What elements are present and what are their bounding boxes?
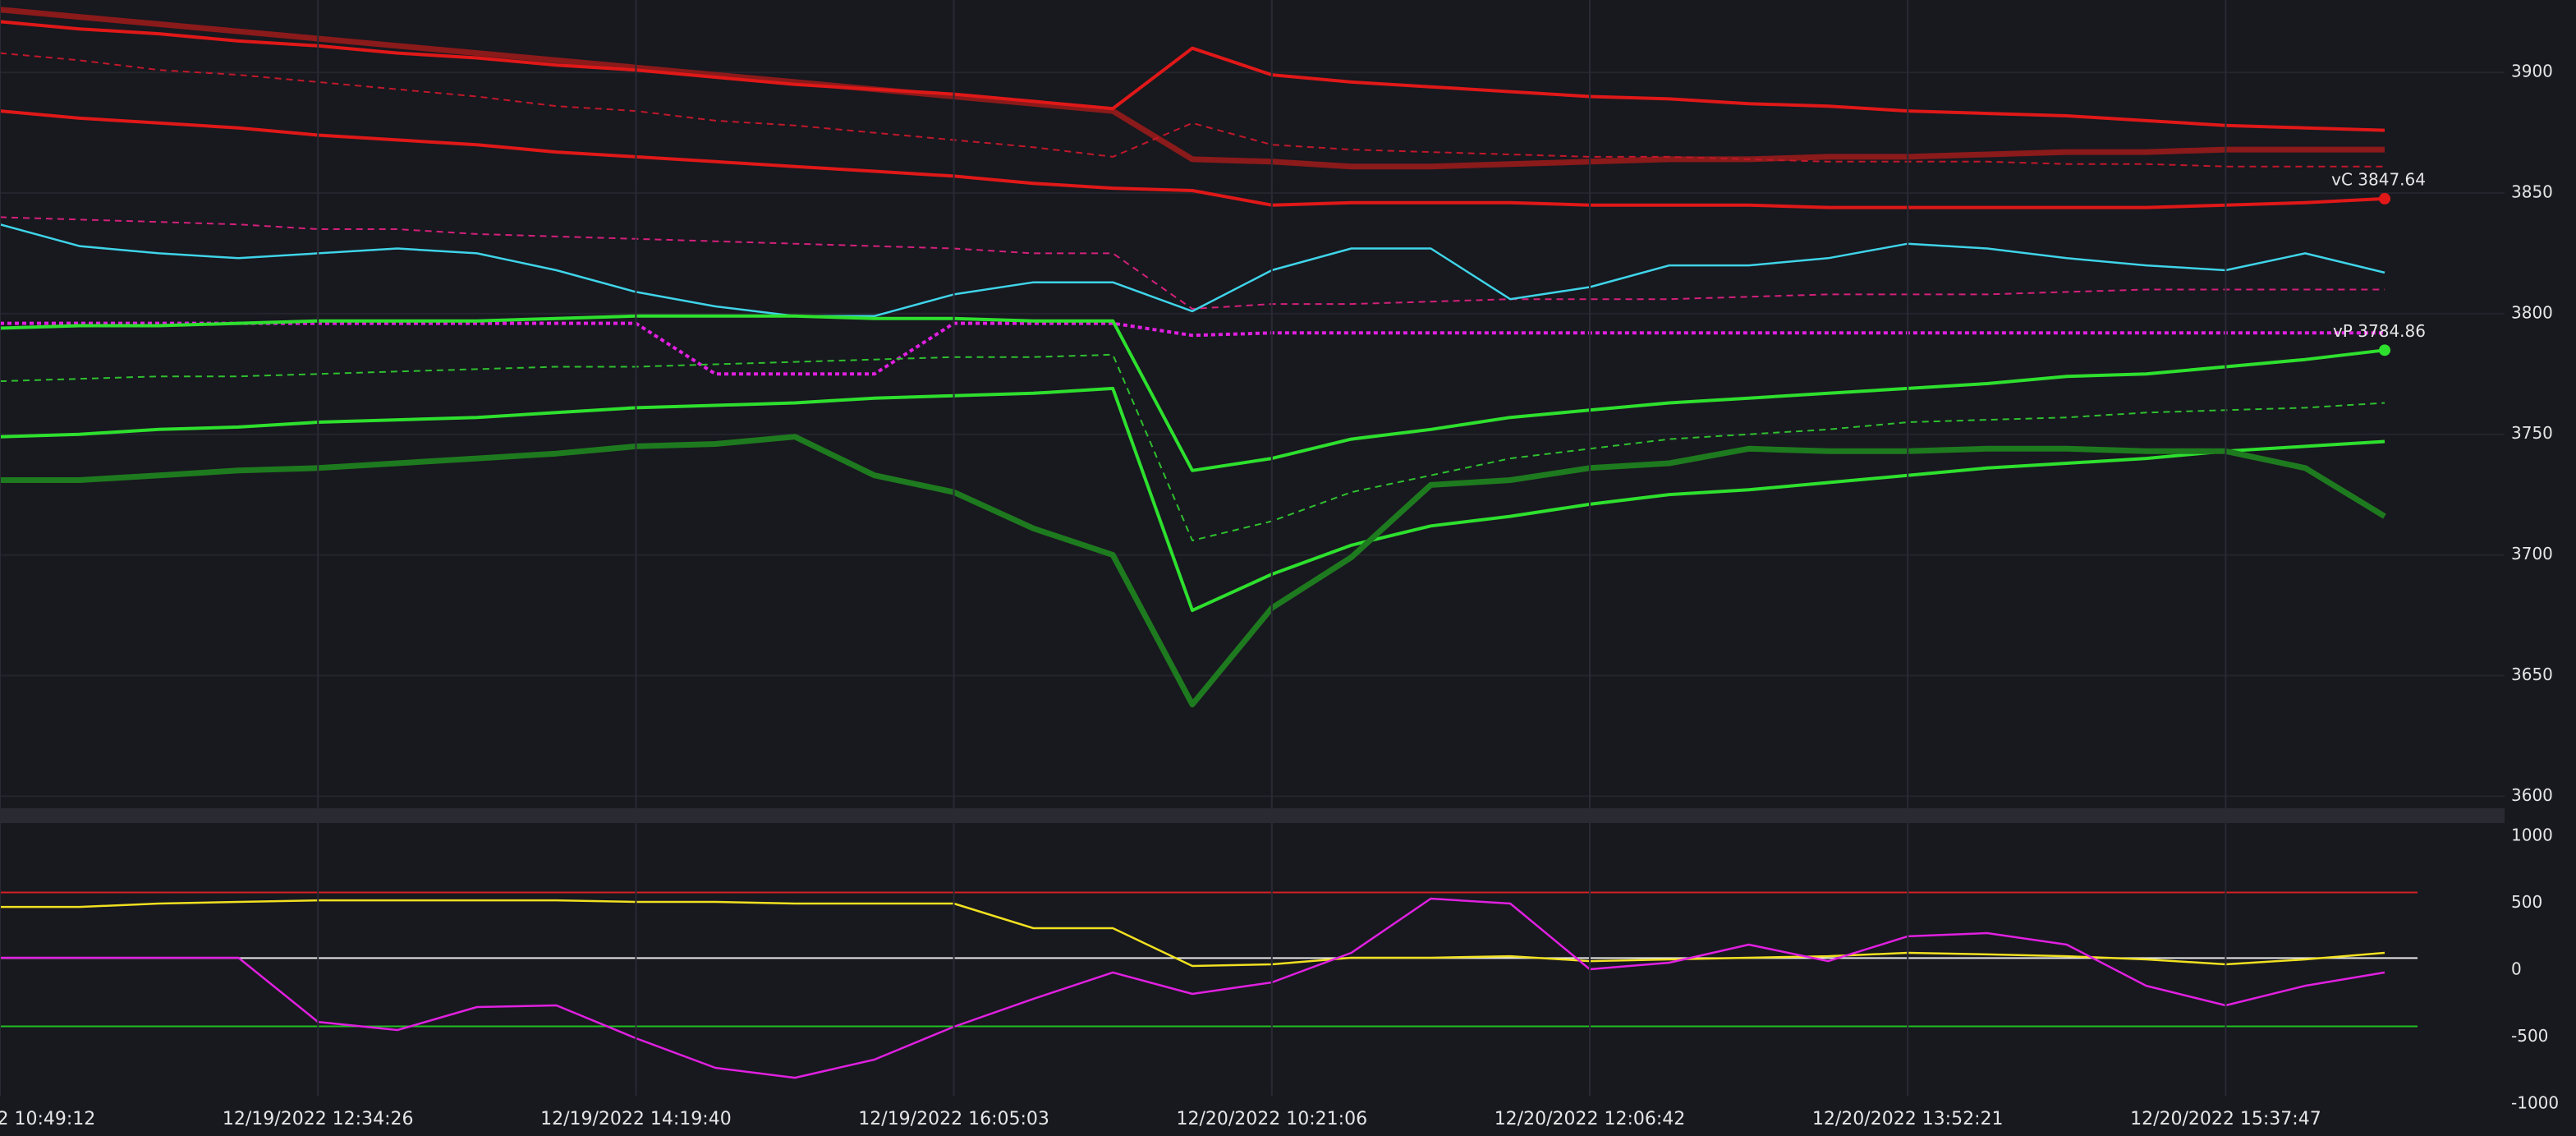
- end-dot: [2379, 344, 2390, 356]
- x-tick-label: 12/19/2022 16:05:03: [858, 1109, 1049, 1129]
- y-tick-label: 1000: [2511, 826, 2553, 845]
- y-tick-label: -500: [2511, 1026, 2548, 1046]
- x-tick-label: 12/20/2022 15:37:47: [2130, 1109, 2321, 1129]
- y-tick-label: 500: [2511, 892, 2542, 912]
- series-line: [0, 52, 2385, 168]
- series-line: [0, 314, 2385, 472]
- y-tick-label: 3650: [2511, 665, 2553, 684]
- series-line: [0, 109, 2385, 209]
- series-line: [0, 223, 2385, 318]
- y-tick-label: 3750: [2511, 423, 2553, 443]
- series-line: [0, 216, 2385, 310]
- end-dot: [2379, 192, 2390, 205]
- x-tick-label: 12/19/2022 12:34:26: [223, 1109, 414, 1129]
- series-line: [0, 899, 2385, 968]
- series-line: [0, 386, 2385, 613]
- x-tick-label: 12/19/2022 10:49:12: [0, 1109, 95, 1129]
- end-label: vP 3784.86: [2333, 321, 2426, 341]
- series-line: [0, 434, 2386, 708]
- y-tick-label: 3850: [2511, 182, 2553, 201]
- price-panel: [0, 7, 2505, 798]
- y-tick-label: 3900: [2511, 62, 2553, 81]
- series-line: [0, 20, 2385, 132]
- y-tick-label: -1000: [2511, 1093, 2559, 1113]
- oscillator-panel: [0, 891, 2418, 1079]
- series-line: [0, 7, 2385, 170]
- y-tick-label: 3600: [2511, 785, 2553, 805]
- x-tick-label: 12/20/2022 13:52:21: [1812, 1109, 2004, 1129]
- x-tick-label: 12/19/2022 14:19:40: [540, 1109, 732, 1129]
- panel-separator: [0, 808, 2505, 823]
- y-tick-label: 3800: [2511, 302, 2553, 322]
- series-line: [0, 353, 2385, 541]
- series-line: [0, 897, 2385, 1079]
- x-tick-label: 12/20/2022 12:06:42: [1495, 1109, 1686, 1129]
- y-tick-label: 0: [2511, 959, 2522, 979]
- y-tick-label: 3700: [2511, 544, 2553, 563]
- series-line: [0, 321, 2385, 376]
- end-label: vC 3847.64: [2331, 169, 2426, 189]
- x-tick-label: 12/20/2022 10:21:06: [1176, 1109, 1367, 1129]
